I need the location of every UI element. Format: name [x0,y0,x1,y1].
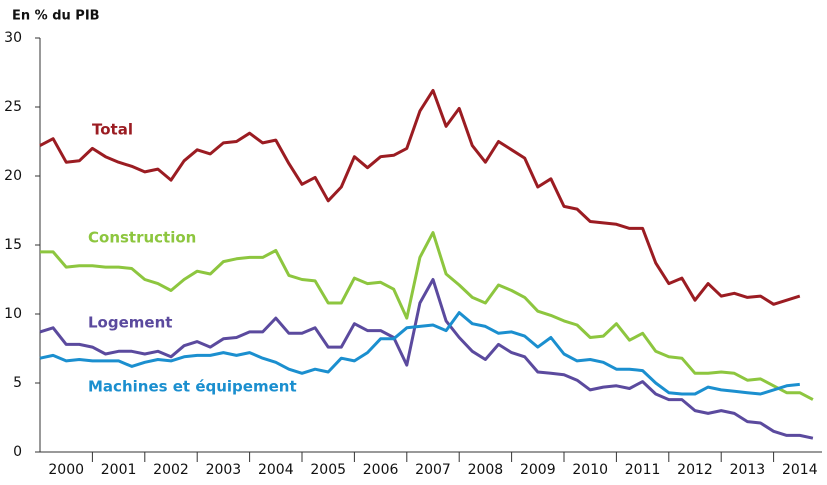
y-tick-label: 30 [4,30,22,46]
x-tick-label: 2003 [206,462,242,478]
series-line [39,88,801,306]
x-tick-label: 2009 [520,462,556,478]
y-tick-label: 15 [4,237,22,253]
y-tick-label: 0 [13,444,22,460]
x-tick-label: 2006 [363,462,399,478]
y-tick-label: 10 [4,306,22,322]
series-label: Total [92,121,133,139]
x-tick-label: 2014 [782,462,818,478]
x-tick-label: 2001 [101,462,137,478]
series-line [39,278,814,440]
series-label: Logement [88,314,172,332]
x-tick-label: 2005 [310,462,346,478]
x-tick-label: 2007 [415,462,451,478]
y-tick-label: 5 [13,375,22,391]
y-axis-label: En % du PIB [12,9,100,24]
y-tick-label: 20 [4,168,22,184]
series-label: Machines et équipement [88,378,297,396]
series-label: Construction [88,229,196,247]
y-tick-label: 25 [4,99,22,115]
x-tick-label: 2000 [48,462,84,478]
x-tick-label: 2013 [730,462,766,478]
series-line [40,231,814,401]
x-tick-label: 2004 [258,462,294,478]
series-line [39,311,800,396]
x-tick-label: 2012 [677,462,713,478]
x-tick-label: 2008 [468,462,504,478]
x-tick-label: 2002 [153,462,189,478]
x-tick-label: 2010 [572,462,608,478]
x-tick-label: 2011 [625,462,661,478]
